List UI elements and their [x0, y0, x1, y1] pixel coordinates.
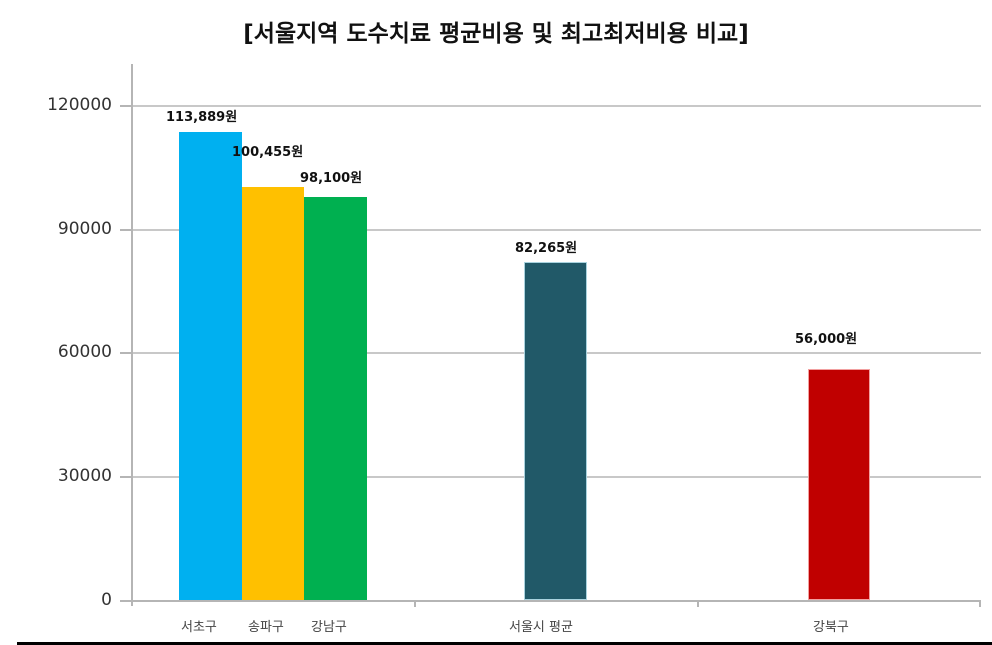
- x-axis-line: [133, 600, 981, 602]
- chart-title: [서울지역 도수치료 평균비용 및 최고최저비용 비교]: [243, 21, 749, 47]
- x-label-gangnam: 강남구: [311, 620, 347, 635]
- y-tick-label-0: 0: [101, 590, 112, 610]
- bar-seoul-average: [524, 262, 587, 600]
- y-tick-90000: [120, 229, 132, 231]
- x-label-seocho: 서초구: [181, 620, 217, 635]
- bottom-border-line: [17, 642, 992, 645]
- bar-songpa: [242, 187, 304, 600]
- y-tick-label-30000: 30000: [57, 466, 112, 486]
- y-tick-0: [120, 600, 132, 602]
- bar-seocho: [179, 132, 242, 600]
- x-tick-2: [697, 600, 699, 607]
- y-tick-label-90000: 90000: [57, 219, 112, 239]
- bar-gangbuk: [808, 369, 870, 600]
- y-tick-label-120000: 120000: [47, 95, 112, 115]
- y-tick-120000: [120, 105, 132, 107]
- gridline-90000: [133, 229, 981, 231]
- x-label-songpa: 송파구: [248, 620, 284, 635]
- x-label-seoul-average: 서울시 평균: [509, 620, 573, 635]
- data-label-songpa: 100,455원: [232, 145, 304, 160]
- y-axis-line: [131, 64, 133, 606]
- y-tick-60000: [120, 352, 132, 354]
- x-tick-3: [979, 600, 981, 607]
- y-tick-30000: [120, 476, 132, 478]
- gridline-120000: [133, 105, 981, 107]
- x-tick-1: [414, 600, 416, 607]
- bar-gangnam: [304, 197, 367, 600]
- data-label-gangnam: 98,100원: [300, 171, 363, 186]
- data-label-seoul-average: 82,265원: [515, 241, 578, 256]
- x-label-gangbuk: 강북구: [813, 620, 849, 635]
- data-label-gangbuk: 56,000원: [795, 332, 858, 347]
- data-label-seocho: 113,889원: [166, 110, 238, 125]
- y-tick-label-60000: 60000: [57, 342, 112, 362]
